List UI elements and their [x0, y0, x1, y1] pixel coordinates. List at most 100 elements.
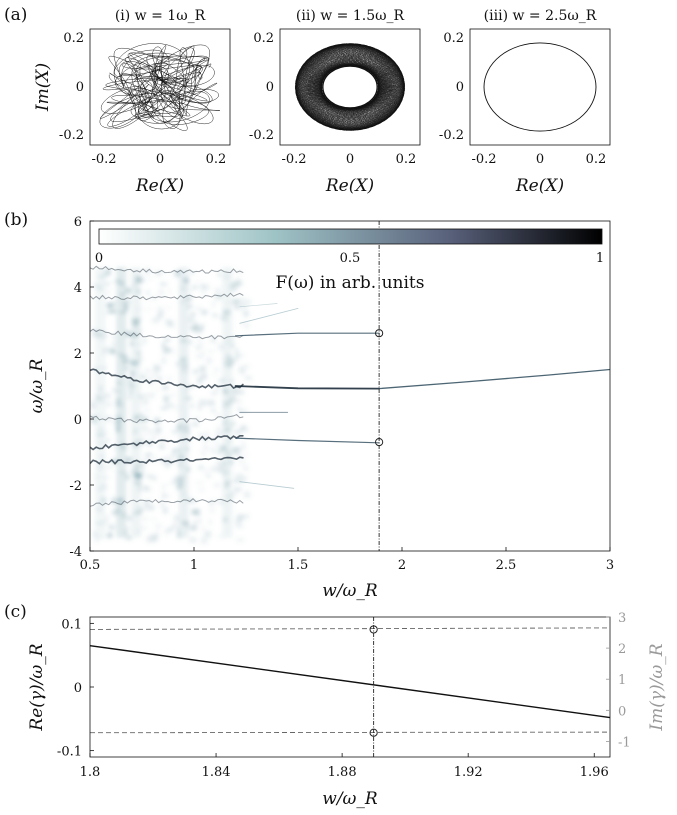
noise-speck [158, 310, 163, 316]
noise-speck [157, 289, 165, 296]
noise-speck [229, 421, 236, 427]
panel-a-iii-xtick: 0.2 [586, 152, 607, 167]
noise-speck [209, 500, 213, 506]
noise-speck [210, 391, 217, 396]
noise-column [130, 267, 141, 538]
noise-speck [151, 435, 156, 440]
noise-speck [217, 535, 224, 539]
noise-speck [172, 348, 176, 355]
y-right-tick-label: 2 [618, 642, 626, 657]
noise-speck [103, 268, 108, 274]
noise-speck [143, 307, 152, 311]
noise-speck [160, 357, 167, 364]
noise-speck [102, 271, 109, 278]
x-tick-label: 1.84 [202, 765, 231, 780]
noise-speck [104, 281, 113, 284]
noise-speck [201, 368, 206, 373]
panel-a-iii-trajectory [483, 42, 597, 132]
noise-speck [144, 517, 148, 522]
noise-speck [203, 400, 210, 407]
noise-speck [91, 328, 99, 335]
noise-speck [204, 531, 212, 538]
noise-speck [151, 537, 157, 543]
noise-speck [203, 431, 210, 436]
panel-c-xlabel: w/ω_R [322, 789, 378, 809]
noise-speck [219, 500, 225, 505]
orbit-path [294, 43, 406, 131]
noise-speck [163, 337, 168, 344]
noise-speck [92, 418, 98, 425]
noise-speck [214, 387, 221, 390]
noise-speck [230, 491, 238, 496]
noise-speck [186, 304, 193, 309]
noise-speck [105, 515, 109, 523]
noise-speck [152, 456, 157, 462]
noise-speck [173, 515, 179, 522]
noise-speck [193, 417, 200, 421]
noise-speck [160, 499, 164, 506]
ridge-faint [239, 481, 295, 489]
y-tick-label: -4 [69, 545, 82, 560]
marker-circle [375, 438, 384, 447]
noise-speck [112, 387, 116, 393]
noise-speck [103, 346, 111, 354]
noise-speck [142, 486, 149, 490]
noise-speck [241, 454, 249, 457]
panel-b-ylabel: ω/ω_R [27, 358, 47, 413]
noise-speck [143, 394, 147, 398]
noise-speck [201, 309, 207, 316]
noise-speck [235, 269, 243, 276]
noise-speck [242, 296, 247, 302]
noise-speck [202, 445, 207, 448]
noise-speck [148, 276, 153, 280]
noise-speck [234, 518, 242, 525]
noise-speck [125, 299, 130, 303]
noise-speck [214, 288, 221, 292]
panel-a-ii-xlabel: Re(X) [325, 176, 374, 196]
noise-speck [155, 270, 163, 277]
noise-speck [196, 377, 203, 383]
noise-speck [190, 312, 196, 316]
noise-speck [190, 271, 195, 275]
noise-speck [210, 408, 217, 413]
x-tick-label: 2 [398, 558, 406, 573]
ridge-low [90, 456, 244, 465]
ridge-low [90, 328, 244, 340]
panel-b-ticks: 0.5 1 1.5 2 2.5 3 6 4 2 0 -2 -4 [69, 215, 614, 573]
noise-speck [144, 298, 150, 301]
panel-a-ii-xtick: -0.2 [281, 152, 306, 167]
colorbar-tick: 0.5 [340, 251, 361, 266]
noise-speck [104, 415, 112, 421]
colorbar [98, 228, 603, 245]
noise-speck [151, 370, 159, 376]
noise-speck [201, 323, 205, 329]
ridge-main-left [234, 385, 380, 390]
panel-a-iii-ytick: -0.2 [439, 128, 464, 143]
orbit-inner-boundary [322, 65, 378, 109]
noise-speck [185, 498, 194, 503]
noise-speck [137, 394, 144, 399]
noise-speck [142, 418, 148, 423]
panel-a-iii-ytick: 0 [456, 80, 464, 95]
panel-c-ylabel-right: Im(γ)/ω_R [647, 643, 667, 731]
noise-speck [156, 376, 163, 382]
noise-speck [216, 449, 222, 455]
noise-speck [209, 468, 215, 472]
noise-speck [189, 537, 197, 543]
noise-speck [105, 312, 109, 315]
noise-speck [140, 414, 144, 422]
panel-a-ii-xtick: 0 [346, 152, 354, 167]
noise-speck [199, 354, 204, 359]
noise-speck [172, 429, 178, 434]
noise-speck [214, 368, 219, 371]
orbit-path [99, 43, 221, 131]
noise-speck [102, 334, 110, 337]
noise-speck [209, 400, 216, 406]
noise-speck [90, 414, 97, 421]
noise-speck [128, 389, 133, 394]
noise-speck [194, 354, 201, 359]
noise-speck [217, 272, 222, 277]
noise-speck [236, 525, 243, 528]
noise-speck [144, 407, 148, 412]
